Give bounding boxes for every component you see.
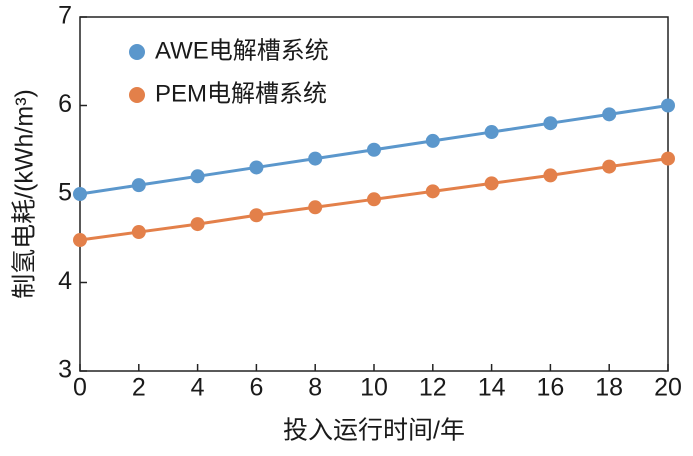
- y-axis-label: 制氢电耗/(kWh/m³): [11, 89, 39, 299]
- point: [484, 176, 499, 191]
- point: [308, 200, 323, 215]
- y-tick-label: 6: [58, 90, 72, 118]
- x-tick-label: 10: [360, 374, 388, 402]
- point: [73, 187, 87, 201]
- point: [661, 151, 675, 166]
- y-tick-label: 3: [58, 356, 72, 384]
- point: [131, 225, 146, 240]
- x-tick-label: 0: [73, 374, 87, 402]
- point: [190, 217, 205, 232]
- point: [484, 125, 499, 140]
- x-tick-label: 20: [654, 374, 682, 402]
- point: [425, 184, 440, 199]
- legend-marker: [129, 44, 145, 60]
- x-tick-label: 2: [132, 374, 146, 402]
- x-tick-label: 8: [308, 374, 322, 402]
- legend-label: PEM电解槽系统: [155, 80, 327, 107]
- y-tick-label: 4: [58, 267, 72, 295]
- point: [308, 151, 323, 166]
- point: [425, 133, 440, 148]
- point: [367, 192, 381, 207]
- y-tick-label: 5: [58, 179, 72, 207]
- x-tick-label: 4: [191, 374, 205, 402]
- point: [73, 233, 87, 248]
- x-axis-label: 投入运行时间/年: [283, 417, 465, 445]
- x-tick-label: 6: [249, 374, 263, 402]
- point: [661, 98, 675, 113]
- point: [249, 208, 264, 223]
- point: [602, 107, 617, 122]
- legend-marker: [129, 87, 145, 103]
- point: [543, 168, 558, 183]
- x-tick-label: 18: [595, 374, 623, 402]
- x-tick-label: 14: [478, 374, 506, 402]
- point: [602, 159, 617, 174]
- x-tick-label: 16: [536, 374, 564, 402]
- point: [190, 169, 205, 184]
- point: [249, 160, 264, 175]
- point: [131, 178, 146, 193]
- point: [367, 142, 381, 157]
- y-tick-label: 7: [58, 2, 72, 30]
- legend-label: AWE电解槽系统: [155, 37, 329, 64]
- point: [543, 116, 558, 131]
- x-tick-label: 12: [419, 374, 447, 402]
